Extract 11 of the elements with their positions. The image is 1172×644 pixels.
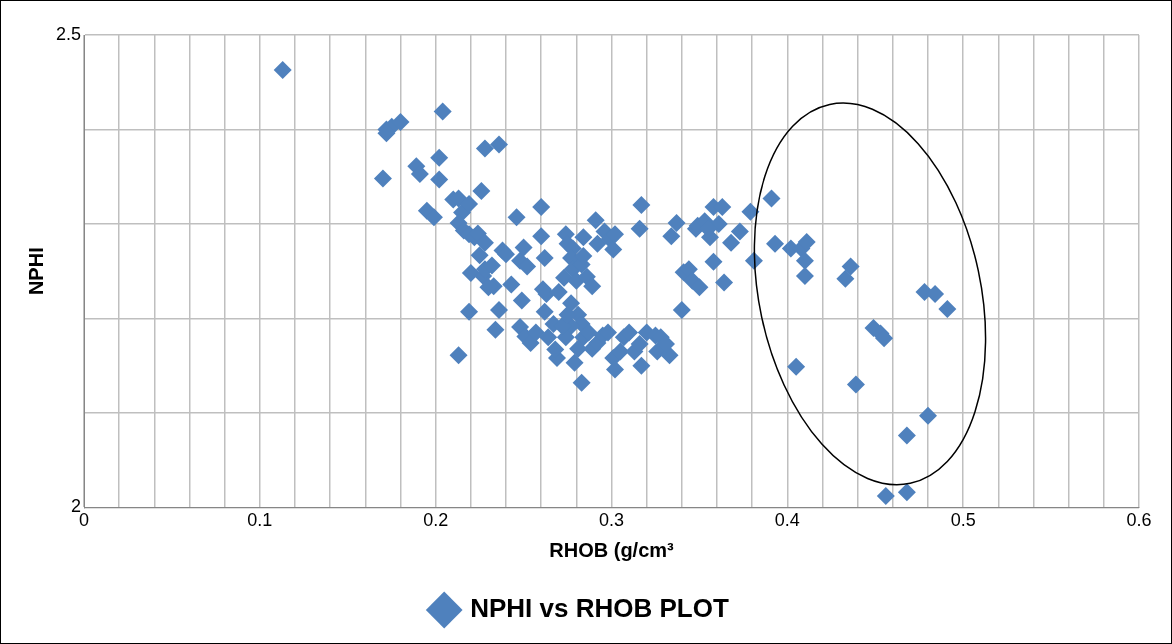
x-axis-title: RHOB (g/cm³ <box>549 538 675 561</box>
y-axis-title: NPHI <box>24 247 47 296</box>
x-tick-label: 0.2 <box>423 510 449 531</box>
x-tick-label: 0.4 <box>774 510 800 531</box>
legend-label: NPHI vs RHOB PLOT <box>470 593 729 624</box>
x-tick-label: 0.6 <box>1126 510 1152 531</box>
x-tick-label: 0.5 <box>950 510 976 531</box>
x-tick-label: 0 <box>79 510 90 531</box>
y-tick-label: 2.5 <box>55 23 82 44</box>
x-tick-label: 0.1 <box>247 510 273 531</box>
x-tick-label: 0.3 <box>599 510 625 531</box>
